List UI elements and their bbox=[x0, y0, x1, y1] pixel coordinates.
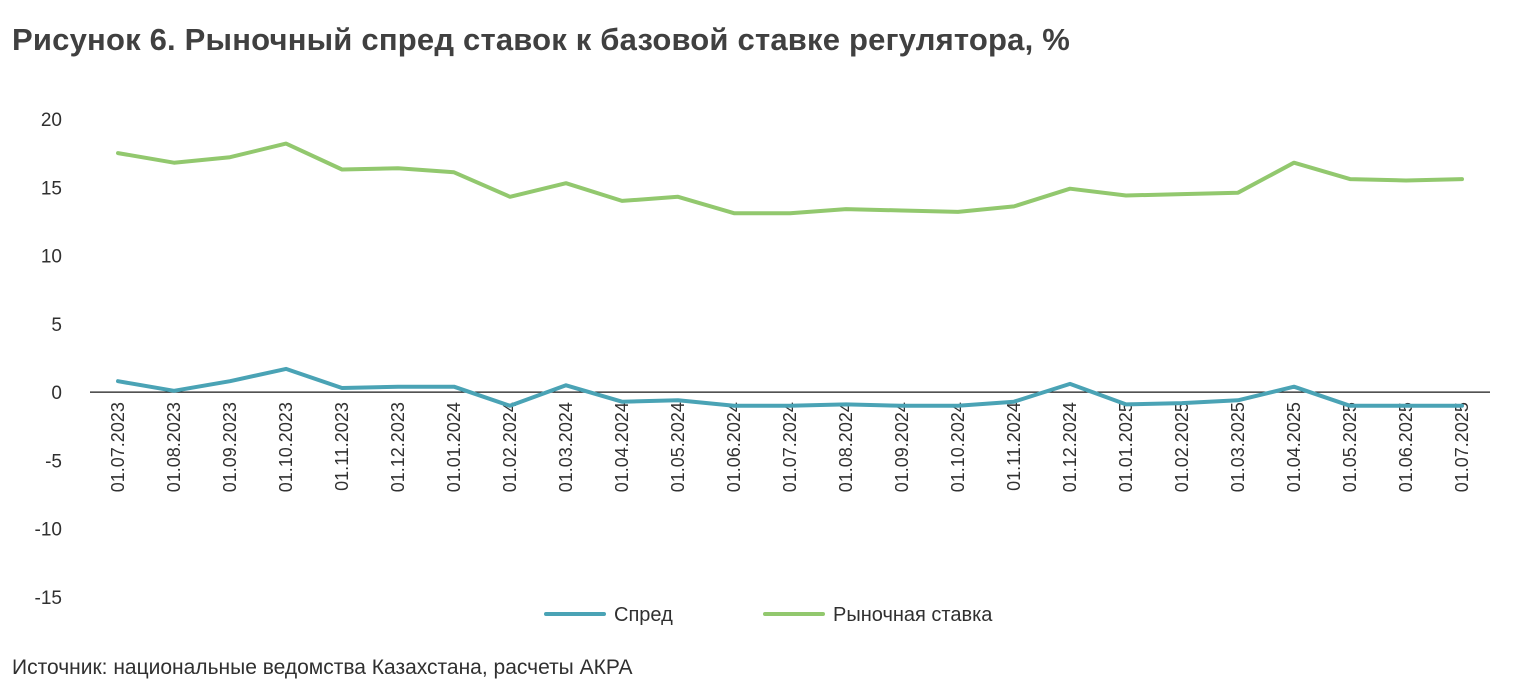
source-note: Источник: национальные ведомства Казахст… bbox=[12, 656, 633, 679]
x-tick-label: 01.07.2024 bbox=[780, 402, 800, 492]
x-tick-label: 01.08.2024 bbox=[836, 402, 856, 492]
x-tick-label: 01.12.2024 bbox=[1060, 402, 1080, 492]
series-line-0 bbox=[116, 366, 1464, 408]
y-tick-label: -5 bbox=[45, 451, 62, 472]
legend-label: Спред bbox=[614, 604, 673, 626]
series-group bbox=[116, 141, 1464, 408]
x-tick-label: 01.06.2024 bbox=[724, 402, 744, 492]
x-tick-label: 01.08.2023 bbox=[164, 402, 184, 492]
x-tick-label: 01.04.2025 bbox=[1284, 402, 1304, 492]
series-line-1 bbox=[116, 141, 1464, 216]
x-tick-label: 01.01.2025 bbox=[1116, 402, 1136, 492]
x-tick-label: 01.11.2024 bbox=[1004, 402, 1024, 491]
x-tick-label: 01.01.2024 bbox=[444, 402, 464, 492]
y-tick-label: 15 bbox=[41, 178, 62, 199]
x-tick-label: 01.02.2024 bbox=[500, 402, 520, 492]
x-tick-label: 01.04.2024 bbox=[612, 402, 632, 492]
y-tick-label: 10 bbox=[41, 247, 62, 268]
x-tick-label: 01.09.2024 bbox=[892, 402, 912, 492]
legend-label: Рыночная ставка bbox=[833, 604, 993, 626]
x-tick-label: 01.09.2023 bbox=[220, 402, 240, 492]
x-tick-label: 01.10.2023 bbox=[276, 402, 296, 492]
x-tick-label: 01.10.2024 bbox=[948, 402, 968, 492]
x-tick-label: 01.05.2025 bbox=[1340, 402, 1360, 492]
legend: Спред Рыночная ставка bbox=[544, 604, 993, 626]
x-tick-label: 01.11.2023 bbox=[332, 402, 352, 491]
x-axis: 01.07.2023 01.08.2023 01.09.2023 01.10.2023… bbox=[108, 402, 1472, 492]
y-axis: 20 15 10 5 0 -5 -10 -15 bbox=[35, 110, 62, 609]
x-tick-label: 01.12.2023 bbox=[388, 402, 408, 492]
x-tick-label: 01.05.2024 bbox=[668, 402, 688, 492]
x-tick-label: 01.07.2023 bbox=[108, 402, 128, 492]
x-tick-label: 01.07.2025 bbox=[1452, 402, 1472, 492]
chart-title: Рисунок 6. Рыночный спред ставок к базов… bbox=[12, 22, 1070, 57]
x-tick-label: 01.02.2025 bbox=[1172, 402, 1192, 492]
x-tick-label: 01.03.2025 bbox=[1228, 402, 1248, 492]
y-tick-label: 5 bbox=[51, 315, 62, 336]
x-tick-label: 01.06.2025 bbox=[1396, 402, 1416, 492]
y-tick-label: -15 bbox=[35, 588, 62, 609]
x-tick-label: 01.03.2024 bbox=[556, 402, 576, 492]
y-tick-label: 20 bbox=[41, 110, 62, 131]
y-tick-label: 0 bbox=[51, 383, 62, 404]
y-tick-label: -10 bbox=[35, 520, 62, 541]
